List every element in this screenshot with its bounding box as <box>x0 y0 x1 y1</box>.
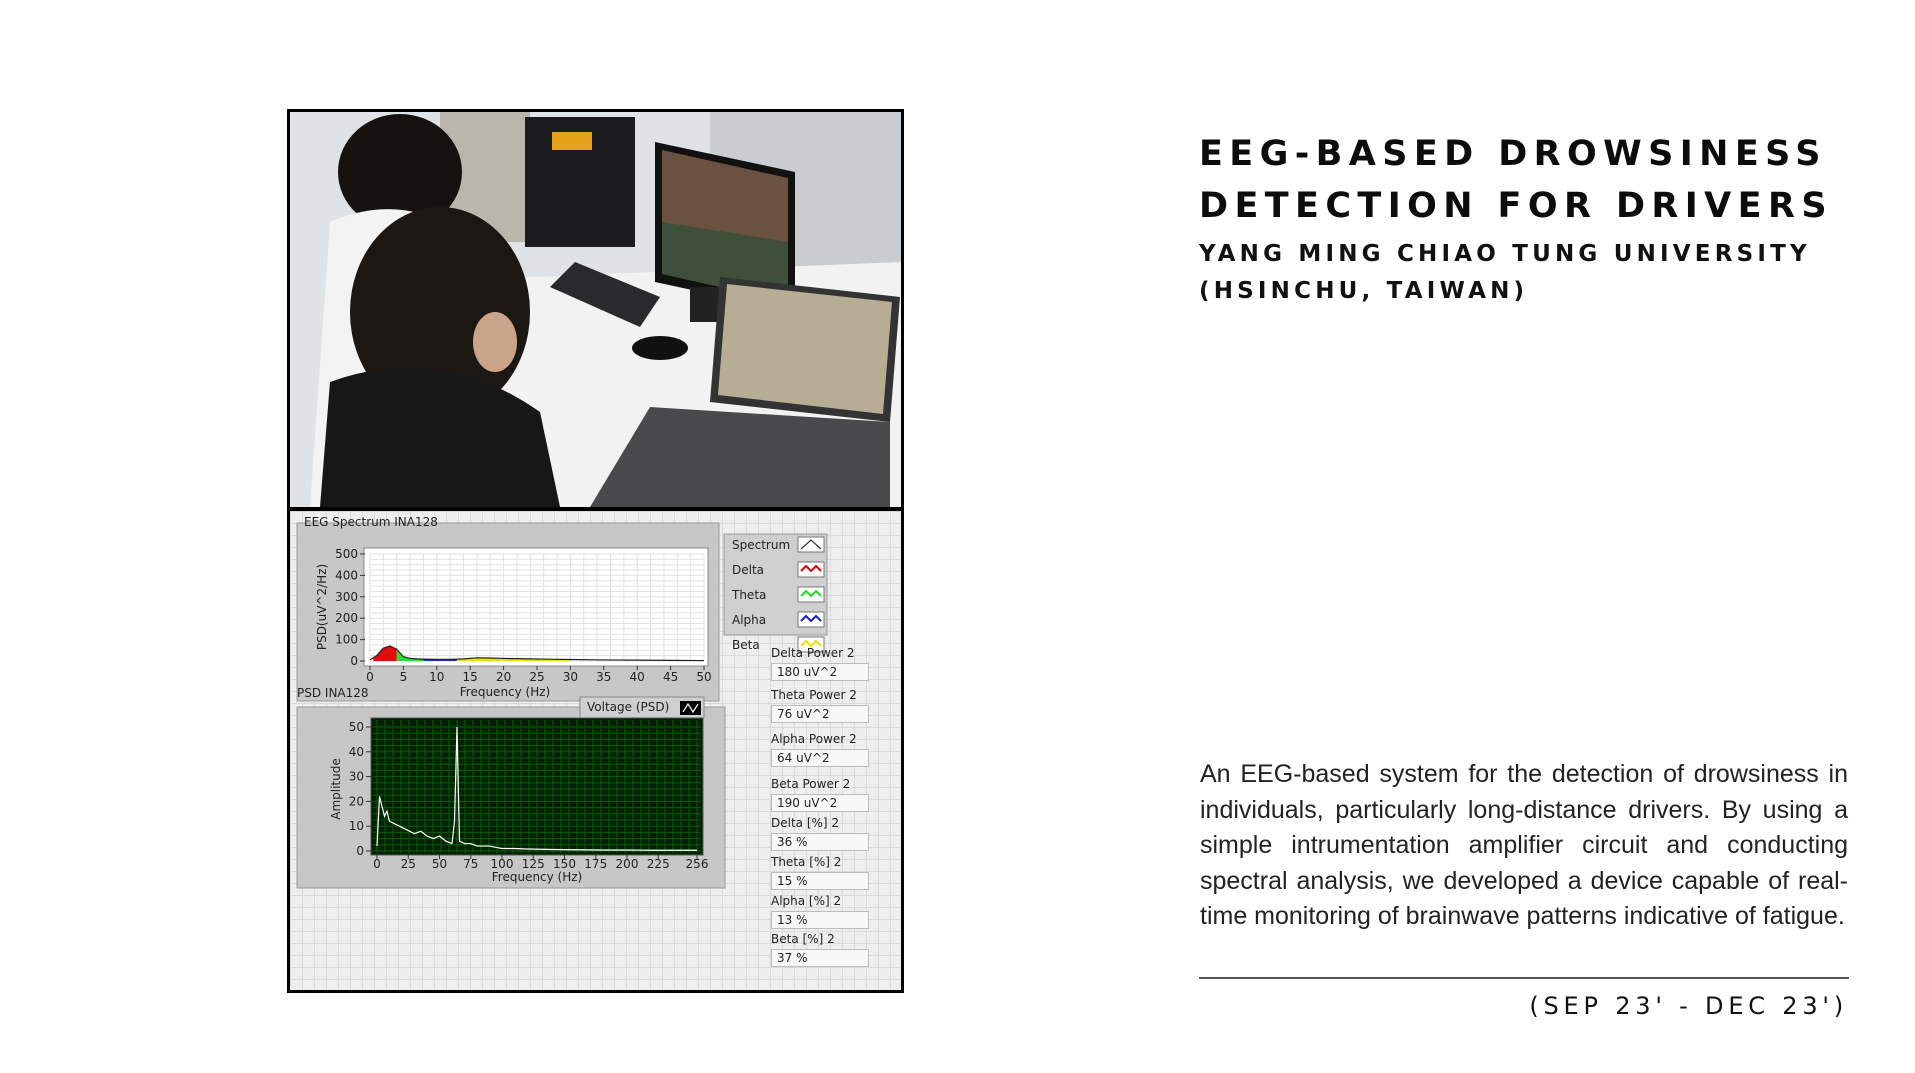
psd-y-tick-label: 30 <box>349 770 364 784</box>
legend-swatch-delta <box>797 561 825 578</box>
eeg-spectrum-title: EEG Spectrum INA128 <box>304 515 438 529</box>
legend-label-spectrum: Spectrum <box>732 538 790 552</box>
lab-photo-illustration <box>290 112 901 507</box>
spectrum-x-tick-label: 20 <box>496 670 511 684</box>
psd-y-tick-label: 0 <box>356 844 364 858</box>
indicator-label: Delta [%] 2 <box>771 816 840 830</box>
indicator-value: 76 uV^2 <box>771 705 869 723</box>
spectrum-x-tick-label: 5 <box>400 670 408 684</box>
indicator-value: 15 % <box>771 872 869 890</box>
psd-y-tick-label: 40 <box>349 745 364 759</box>
legend-swatch-theta <box>797 586 825 603</box>
spectrum-y-tick-label: 100 <box>335 633 358 647</box>
psd-x-tick-label: 25 <box>401 857 416 871</box>
indicator-label: Beta Power 2 <box>771 777 851 791</box>
indicator-label: Alpha [%] 2 <box>771 894 842 908</box>
institution-line-2: (HSINCHU, TAIWAN) <box>1199 278 1529 304</box>
eeg-spectrum-ylabel: PSD(uV^2/Hz) <box>315 564 329 650</box>
project-title: EEG-BASED DROWSINESS DETECTION FOR DRIVE… <box>1199 128 1833 232</box>
psd-ylabel: Amplitude <box>329 758 343 820</box>
spectrum-y-tick-label: 200 <box>335 611 358 625</box>
psd-x-tick-label: 100 <box>491 857 514 871</box>
eeg-spectrum-y-ticks: 500 400 300 200 100 0 <box>335 547 365 668</box>
spectrum-y-tick-label: 500 <box>335 547 358 561</box>
eeg-spectrum-legend: Spectrum Delta Theta Alpha Beta <box>723 533 828 653</box>
spectrum-x-tick-label: 40 <box>630 670 645 684</box>
spectrum-x-tick-label: 25 <box>529 670 544 684</box>
band-area-beta <box>456 657 571 661</box>
spectrum-x-tick-label: 35 <box>596 670 611 684</box>
legend-label-alpha: Alpha <box>732 613 766 627</box>
psd-x-tick-label: 225 <box>647 857 670 871</box>
psd-x-tick-label: 200 <box>616 857 639 871</box>
psd-grid <box>373 720 701 853</box>
psd-y-tick-label: 10 <box>349 819 364 833</box>
psd-series-line <box>376 726 697 851</box>
psd-y-ticks: 50 40 30 20 10 0 <box>349 720 371 858</box>
spectrum-y-tick-label: 0 <box>350 654 358 668</box>
project-description: An EEG-based system for the detection of… <box>1200 760 1848 930</box>
legend-swatch-alpha <box>797 611 825 628</box>
psd-x-tick-label: 175 <box>584 857 607 871</box>
spectrum-x-tick-label: 15 <box>463 670 478 684</box>
band-area-delta <box>373 646 397 661</box>
eeg-spectrum-x-ticks: 0 5 10 15 20 25 30 35 40 45 50 <box>366 666 712 684</box>
spectrum-y-tick-label: 300 <box>335 590 358 604</box>
lab-photo <box>290 112 901 511</box>
psd-y-tick-label: 50 <box>349 720 364 734</box>
indicator-label: Theta [%] 2 <box>771 855 842 869</box>
indicator-value: 36 % <box>771 833 869 851</box>
legend-swatch-beta <box>797 636 825 653</box>
band-area-theta <box>396 649 424 661</box>
project-title-line-1: EEG-BASED DROWSINESS <box>1199 134 1827 174</box>
psd-x-tick-label: 0 <box>373 857 381 871</box>
indicator-label: Beta [%] 2 <box>771 932 835 946</box>
indicator-label: Theta Power 2 <box>771 688 857 702</box>
eeg-spectrum-xlabel: Frequency (Hz) <box>460 685 551 699</box>
indicator-label: Alpha Power 2 <box>771 732 857 746</box>
psd-legend-label: Voltage (PSD) <box>587 700 669 714</box>
psd-y-tick-label: 20 <box>349 794 364 808</box>
psd-xlabel: Frequency (Hz) <box>492 870 583 884</box>
psd-x-ticks: 0 25 50 75 100 125 150 175 200 225 256 <box>373 855 708 871</box>
institution: YANG MING CHIAO TUNG UNIVERSITY (HSINCHU… <box>1199 236 1811 310</box>
psd-legend-swatch-line <box>682 702 699 714</box>
spectrum-x-tick-label: 50 <box>696 670 711 684</box>
legend-label-theta: Theta <box>731 588 766 602</box>
date-range: (SEP 23' - DEC 23') <box>1529 992 1848 1020</box>
indicator-value: 190 uV^2 <box>771 794 869 812</box>
spectrum-x-tick-label: 0 <box>366 670 374 684</box>
legend-label-delta: Delta <box>732 563 764 577</box>
institution-line-1: YANG MING CHIAO TUNG UNIVERSITY <box>1199 241 1811 267</box>
divider <box>1199 977 1849 979</box>
spectrum-y-tick-label: 400 <box>335 568 358 582</box>
eeg-spectrum-series-line <box>369 645 705 662</box>
legend-swatch-spectrum <box>797 536 825 553</box>
legend-label-beta: Beta <box>732 638 760 652</box>
psd-x-tick-label: 150 <box>553 857 576 871</box>
indicator-value: 64 uV^2 <box>771 749 869 767</box>
psd-x-tick-label: 256 <box>686 857 709 871</box>
psd-x-tick-label: 75 <box>463 857 478 871</box>
psd-x-tick-label: 125 <box>522 857 545 871</box>
psd-x-tick-label: 50 <box>432 857 447 871</box>
psd-title: PSD INA128 <box>297 686 369 700</box>
project-title-line-2: DETECTION FOR DRIVERS <box>1199 186 1833 226</box>
indicator-label: Delta Power 2 <box>771 646 855 660</box>
indicator-value: 180 uV^2 <box>771 663 869 681</box>
eeg-spectrum-panel: EEG Spectrum INA128 500 400 300 200 100 0 0 5 1… <box>296 515 720 702</box>
eeg-spectrum-grid <box>369 553 705 662</box>
indicator-value: 37 % <box>771 949 869 967</box>
spectrum-x-tick-label: 30 <box>563 670 578 684</box>
spectrum-x-tick-label: 45 <box>663 670 678 684</box>
indicator-value: 13 % <box>771 911 869 929</box>
spectrum-x-tick-label: 10 <box>429 670 444 684</box>
